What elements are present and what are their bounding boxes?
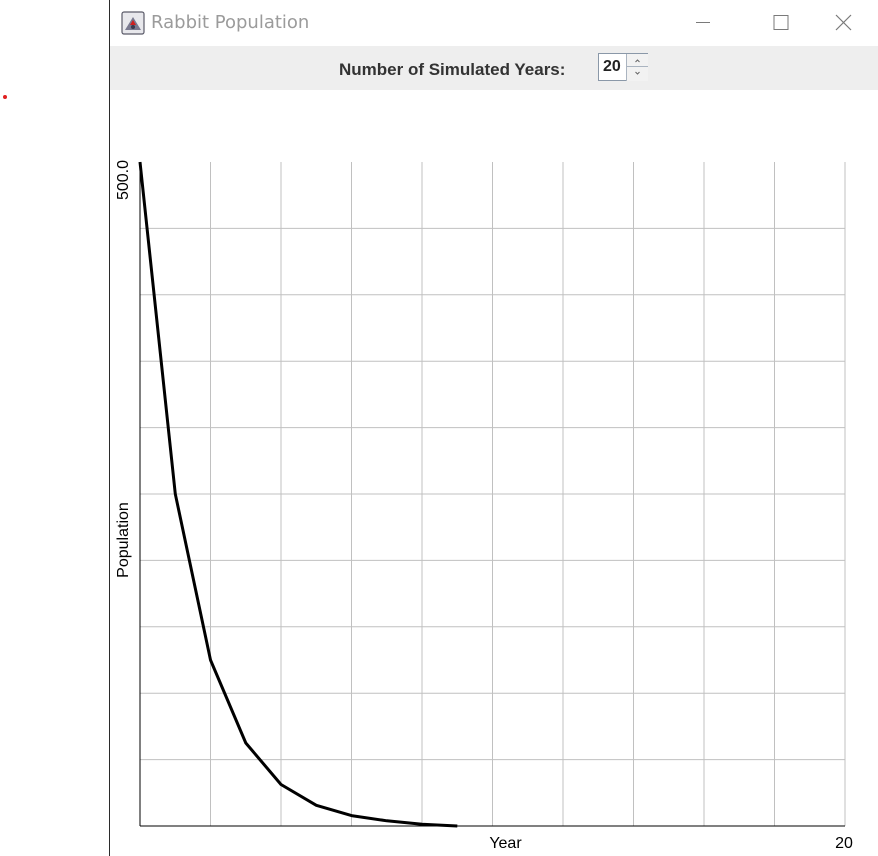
years-spinner[interactable]: 20 (598, 53, 648, 81)
title-bar[interactable]: Rabbit Population (110, 0, 878, 46)
chevron-down-icon (635, 71, 640, 75)
close-icon (835, 14, 852, 31)
red-dot (3, 95, 7, 99)
population-line (138, 161, 458, 828)
years-label: Number of Simulated Years: (339, 60, 566, 79)
minimize-button[interactable] (670, 0, 736, 46)
x-axis-label: Year (489, 835, 522, 852)
x-tick-label: 20 (835, 835, 853, 852)
population-chart: 500.0 Population Year 20 (115, 160, 853, 852)
chevron-up-icon (635, 59, 640, 63)
maximize-icon (773, 15, 789, 30)
minimize-icon (696, 22, 710, 23)
app-window: Rabbit Population Number of Simulated Ye… (109, 0, 878, 856)
close-button[interactable] (810, 0, 876, 46)
spinner-up-button[interactable] (626, 54, 648, 67)
y-tick-label: 500.0 (115, 160, 132, 200)
years-spinner-value[interactable]: 20 (603, 58, 621, 75)
window-title: Rabbit Population (151, 12, 310, 33)
maximize-button[interactable] (738, 0, 804, 46)
plot-area: 500.0 Population Year 20 (110, 90, 878, 856)
spinner-down-button[interactable] (626, 67, 648, 81)
control-panel: Number of Simulated Years: 20 (110, 46, 878, 90)
java-app-icon (121, 11, 145, 35)
y-axis-label: Population (115, 502, 132, 578)
